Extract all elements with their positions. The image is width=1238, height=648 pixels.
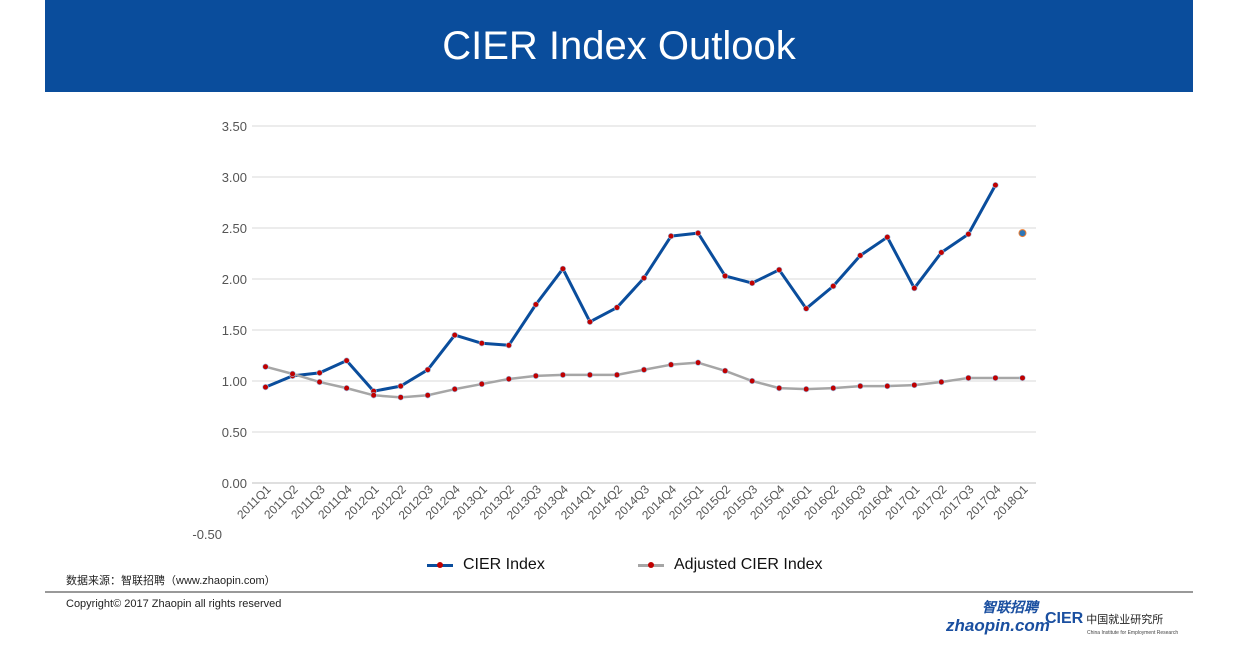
- data-point: [397, 383, 404, 390]
- data-source: 数据来源：智联招聘（www.zhaopin.com）: [66, 575, 276, 587]
- data-point: [1019, 374, 1026, 382]
- data-point: [478, 340, 485, 347]
- data-point: [505, 342, 512, 349]
- copyright: Copyright© 2017 Zhaopin all rights reser…: [66, 598, 282, 610]
- line-chart: -0.500.000.501.001.502.002.503.003.50201…: [192, 119, 1036, 542]
- legend-item-adjusted: Adjusted CIER Index: [638, 556, 823, 574]
- data-point: [722, 367, 729, 374]
- data-point: [532, 372, 539, 380]
- y-tick-label: -0.50: [192, 527, 222, 542]
- legend-label-adjusted: Adjusted CIER Index: [674, 556, 823, 573]
- data-point: [803, 305, 810, 312]
- data-point: [830, 385, 837, 392]
- data-point: [749, 377, 756, 385]
- zhaopin-logo: zhaopin.com 智联招聘: [946, 599, 1050, 638]
- data-point: [694, 359, 702, 366]
- data-point: [857, 252, 864, 259]
- data-point: [451, 386, 458, 393]
- data-point: [586, 318, 594, 325]
- data-point: [316, 369, 323, 376]
- cier-logo-en: China Institute for Employment Research: [1087, 630, 1179, 636]
- y-tick-label: 3.50: [222, 119, 247, 134]
- data-point: [343, 385, 350, 392]
- data-point: [694, 230, 702, 237]
- data-point: [316, 378, 323, 386]
- data-point: [262, 384, 269, 391]
- data-point: [559, 265, 566, 272]
- data-point: [911, 381, 918, 389]
- y-tick-label: 0.00: [222, 476, 247, 491]
- data-point: [451, 332, 458, 339]
- y-tick-label: 1.50: [222, 323, 247, 338]
- data-point: [965, 374, 972, 382]
- y-tick-label: 1.00: [222, 374, 247, 389]
- data-point: [857, 383, 864, 390]
- divider: [45, 591, 1193, 593]
- zhaopin-logo-text: zhaopin.com: [946, 616, 1050, 635]
- data-point: [776, 266, 783, 273]
- data-point: [640, 366, 648, 373]
- data-point: [884, 383, 891, 390]
- cier-logo-cn: 中国就业研究所: [1086, 614, 1164, 626]
- data-point: [938, 378, 945, 386]
- data-point: [289, 370, 296, 377]
- data-point: [776, 385, 783, 392]
- data-point: [613, 371, 621, 378]
- legend-label-cier: CIER Index: [463, 556, 545, 573]
- data-point: [911, 285, 918, 292]
- y-tick-label: 2.50: [222, 221, 247, 236]
- data-point: [938, 249, 945, 256]
- series-line-cier: [264, 184, 997, 393]
- y-tick-label: 0.50: [222, 425, 247, 440]
- y-tick-label: 2.00: [222, 272, 247, 287]
- data-point: [965, 231, 972, 238]
- legend-item-cier: CIER Index: [427, 556, 545, 574]
- data-point: [667, 361, 675, 368]
- y-tick-label: 3.00: [222, 170, 247, 185]
- data-point: [1018, 229, 1027, 238]
- data-point: [424, 392, 431, 399]
- data-point: [532, 301, 539, 308]
- data-point: [559, 371, 566, 378]
- data-point: [370, 392, 377, 399]
- data-point: [613, 304, 621, 311]
- data-point: [992, 374, 999, 382]
- cier-logo: CIER 中国就业研究所 China Institute for Employme…: [1045, 610, 1178, 637]
- cier-logo-text: CIER: [1045, 610, 1084, 627]
- page-title: CIER Index Outlook: [442, 24, 796, 68]
- data-point: [424, 366, 431, 373]
- data-point: [478, 380, 485, 388]
- data-point: [262, 363, 269, 370]
- data-point: [505, 375, 512, 383]
- data-point: [722, 272, 729, 280]
- data-point: [667, 233, 675, 240]
- data-point: [640, 274, 648, 282]
- legend-swatch-cier: [427, 561, 453, 568]
- title-banner: CIER Index Outlook: [45, 0, 1193, 92]
- data-point: [884, 234, 891, 241]
- legend-swatch-adjusted: [638, 561, 664, 568]
- data-point: [586, 371, 594, 378]
- data-point: [343, 357, 350, 364]
- data-point: [992, 182, 999, 189]
- zhaopin-logo-cn: 智联招聘: [982, 599, 1038, 615]
- data-point: [749, 279, 756, 287]
- data-point: [830, 283, 837, 290]
- data-point: [397, 394, 404, 401]
- data-point: [803, 386, 810, 393]
